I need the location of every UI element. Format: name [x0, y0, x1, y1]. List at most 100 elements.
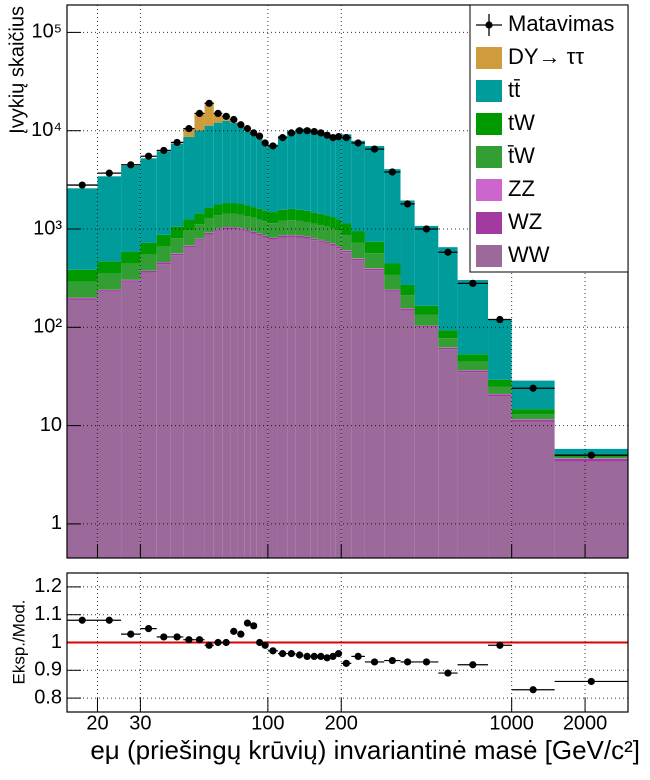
stack-segment	[277, 237, 288, 559]
legend-label: ZZ	[508, 176, 535, 201]
stack-segment	[310, 223, 318, 239]
data-point	[329, 134, 337, 142]
stack-segment	[156, 246, 171, 263]
stack-segment	[384, 290, 401, 292]
stack-segment	[364, 270, 385, 558]
x-tick-label: 2000	[563, 712, 608, 734]
x-tick-label: 100	[251, 712, 284, 734]
stack-segment	[262, 237, 268, 559]
x-tick-label: 20	[86, 712, 108, 734]
stack-segment	[183, 136, 195, 220]
stack-segment	[414, 326, 439, 328]
data-point	[303, 127, 311, 135]
stack-segment	[183, 230, 195, 246]
legend-marker	[485, 21, 493, 29]
legend-label: tW	[508, 110, 535, 135]
stack-segment	[140, 254, 157, 271]
stack-segment	[303, 236, 311, 239]
stack-segment	[438, 247, 458, 331]
stack-segment	[256, 235, 263, 559]
y-tick-label: 0.9	[34, 659, 62, 681]
stack-segment	[213, 204, 223, 216]
legend-swatch	[476, 245, 502, 267]
stack-segment	[244, 230, 251, 232]
stack-segment	[277, 220, 288, 236]
ratio-point	[278, 650, 287, 658]
stack-segment	[287, 220, 296, 235]
ratio-point	[261, 641, 269, 649]
legend-label: Matavimas	[508, 11, 614, 36]
stack-segment	[97, 291, 122, 558]
data-point	[334, 133, 343, 141]
stack-segment	[204, 234, 214, 558]
stack-segment	[554, 458, 628, 462]
stack-segment	[317, 213, 325, 226]
data-point	[127, 161, 135, 169]
stack-segment	[267, 212, 278, 224]
stack-segment	[457, 370, 489, 373]
stack-segment	[488, 319, 512, 380]
stack-segment	[250, 217, 257, 232]
stack-segment	[351, 242, 365, 259]
data-point	[323, 131, 331, 139]
frame	[66, 572, 629, 713]
stack-segment	[384, 291, 401, 558]
stack-segment	[204, 125, 214, 208]
stack-segment	[295, 128, 304, 210]
stack-segment	[384, 263, 401, 275]
stack-segment	[213, 122, 223, 205]
stack-segment	[317, 130, 325, 214]
stack-segment	[310, 240, 318, 559]
legend-swatch	[476, 212, 502, 234]
ratio-point	[354, 652, 362, 661]
ratio-point	[370, 658, 379, 666]
stack-segment	[244, 231, 251, 558]
stack-segment	[335, 219, 342, 231]
ratio-point	[230, 627, 238, 635]
stack-segment	[230, 203, 238, 214]
stack-segment	[287, 236, 296, 558]
stack-segment	[222, 203, 231, 214]
ratio-point	[255, 638, 264, 647]
y-tick-label: 10³	[33, 217, 62, 239]
ratio-point	[144, 625, 153, 633]
legend-label: DY→ ττ	[508, 44, 584, 69]
stack-segment	[324, 243, 331, 558]
stack-segment	[230, 122, 238, 204]
stack-segment	[237, 214, 245, 228]
stack-segment	[194, 224, 205, 239]
ratio-point	[243, 619, 252, 627]
stack-segment	[303, 238, 311, 558]
stack-segment	[414, 327, 439, 558]
stack-segment	[267, 144, 278, 213]
ratio-point	[205, 641, 213, 649]
data-point	[173, 138, 181, 147]
stack-segment	[457, 361, 489, 371]
ratio-point	[214, 638, 222, 647]
stack-segment	[295, 237, 304, 559]
data-point	[261, 139, 269, 147]
stack-segment	[341, 134, 352, 224]
stack-segment	[121, 251, 141, 264]
stack-segment	[183, 128, 195, 137]
stack-segment	[156, 234, 171, 247]
stack-segment	[341, 223, 352, 236]
y-tick-label: 1.1	[34, 603, 62, 625]
data-point	[310, 127, 318, 136]
stack-segment	[384, 274, 401, 290]
stack-segment	[67, 299, 98, 558]
stack-segment	[194, 213, 205, 225]
stack-segment	[303, 210, 311, 223]
ratio-point	[323, 654, 331, 662]
stack-segment	[310, 238, 318, 241]
stack-segment	[335, 134, 342, 220]
stack-segment	[213, 113, 223, 123]
stack-segment	[324, 242, 331, 244]
stack-segment	[244, 216, 251, 230]
data-point	[469, 279, 477, 287]
stack-segment	[256, 233, 263, 236]
ratio-point	[342, 659, 350, 667]
data-point	[370, 145, 379, 153]
frame	[66, 4, 629, 559]
stack-segment	[97, 273, 122, 290]
